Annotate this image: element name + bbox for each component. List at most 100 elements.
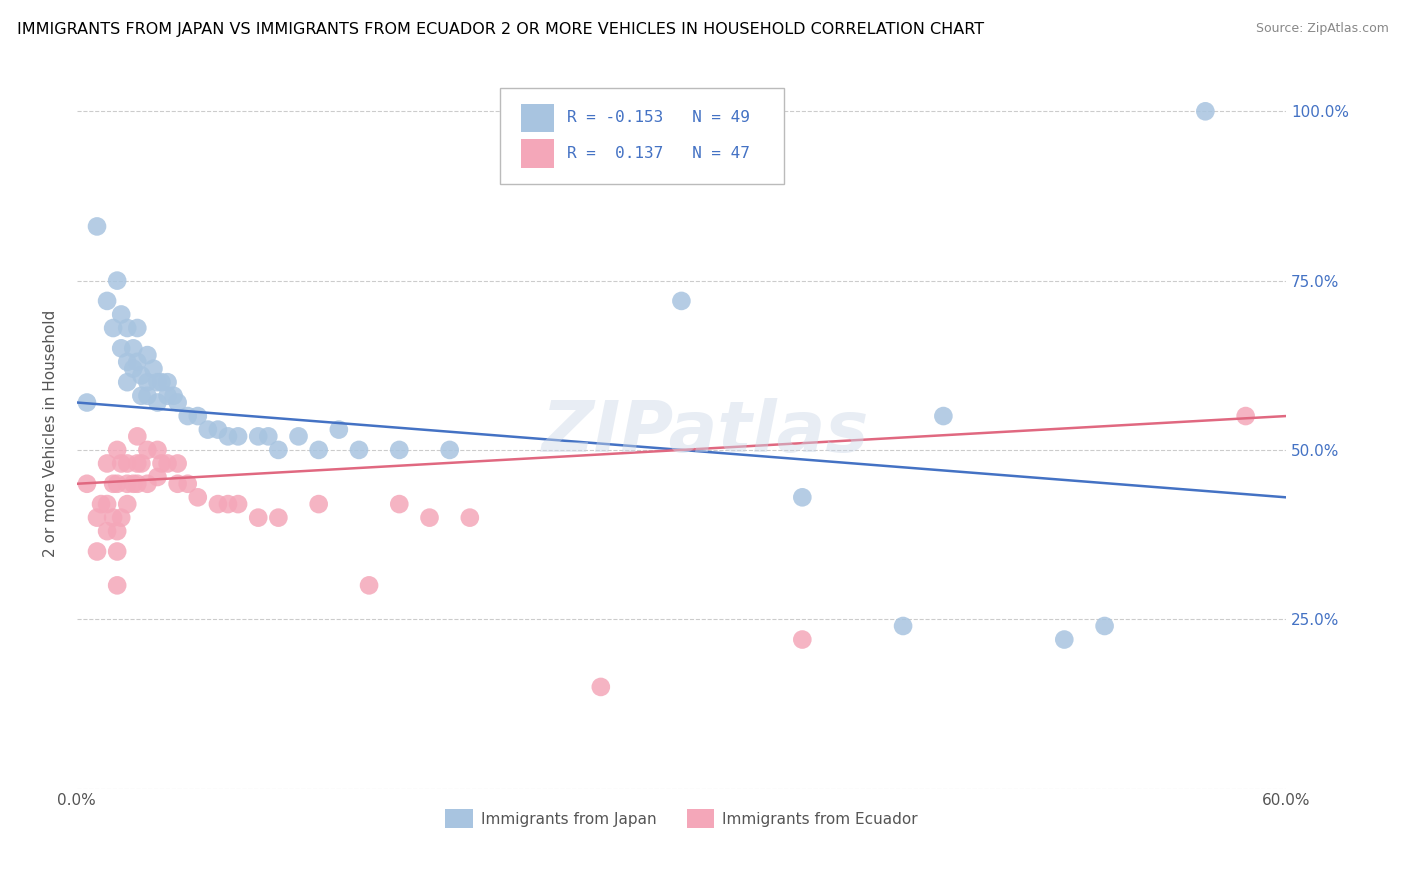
Point xyxy=(347,442,370,457)
Point xyxy=(226,429,249,443)
Legend: Immigrants from Japan, Immigrants from Ecuador: Immigrants from Japan, Immigrants from E… xyxy=(439,804,924,834)
Point xyxy=(287,429,309,443)
Point xyxy=(1234,409,1257,423)
FancyBboxPatch shape xyxy=(501,88,785,184)
Point xyxy=(439,442,461,457)
Point xyxy=(671,293,693,308)
Point xyxy=(110,342,132,356)
Point xyxy=(146,442,169,457)
Point xyxy=(136,375,159,389)
Point xyxy=(117,375,139,389)
Point xyxy=(127,476,149,491)
Point xyxy=(1094,619,1116,633)
Point xyxy=(247,510,270,524)
Point xyxy=(101,321,124,335)
Point xyxy=(86,510,108,524)
Point xyxy=(150,457,173,471)
Point xyxy=(101,476,124,491)
Point xyxy=(96,293,118,308)
Point xyxy=(117,355,139,369)
Point xyxy=(187,491,209,505)
Point xyxy=(267,442,290,457)
Bar xyxy=(520,139,554,168)
Point xyxy=(146,395,169,409)
Point xyxy=(105,544,128,558)
Point xyxy=(117,457,139,471)
Point xyxy=(156,389,179,403)
Text: Source: ZipAtlas.com: Source: ZipAtlas.com xyxy=(1256,22,1389,36)
Point xyxy=(110,457,132,471)
Text: R = -0.153   N = 49: R = -0.153 N = 49 xyxy=(567,111,749,126)
Point xyxy=(96,457,118,471)
Point xyxy=(117,497,139,511)
Point xyxy=(105,442,128,457)
Point xyxy=(308,497,330,511)
Point xyxy=(156,457,179,471)
Point xyxy=(131,389,153,403)
Point xyxy=(110,510,132,524)
Point xyxy=(105,524,128,538)
Point xyxy=(86,544,108,558)
Point xyxy=(105,476,128,491)
Point xyxy=(96,497,118,511)
Point xyxy=(131,457,153,471)
Point xyxy=(166,457,188,471)
Point xyxy=(96,524,118,538)
Point xyxy=(117,321,139,335)
Point xyxy=(207,497,229,511)
Point xyxy=(418,510,440,524)
Point xyxy=(136,442,159,457)
Text: IMMIGRANTS FROM JAPAN VS IMMIGRANTS FROM ECUADOR 2 OR MORE VEHICLES IN HOUSEHOLD: IMMIGRANTS FROM JAPAN VS IMMIGRANTS FROM… xyxy=(17,22,984,37)
Point xyxy=(131,368,153,383)
Point xyxy=(127,457,149,471)
Point xyxy=(122,361,145,376)
Text: ZIPatlas: ZIPatlas xyxy=(541,399,869,467)
Point xyxy=(162,389,184,403)
Point xyxy=(207,423,229,437)
Point xyxy=(1053,632,1076,647)
Point xyxy=(142,361,165,376)
Point xyxy=(388,497,411,511)
Point xyxy=(166,395,188,409)
Point xyxy=(136,389,159,403)
Point xyxy=(792,632,814,647)
Point xyxy=(122,476,145,491)
Y-axis label: 2 or more Vehicles in Household: 2 or more Vehicles in Household xyxy=(44,310,58,557)
Point xyxy=(101,510,124,524)
Point xyxy=(127,429,149,443)
Point xyxy=(90,497,112,511)
Point xyxy=(308,442,330,457)
Bar xyxy=(520,103,554,132)
Point xyxy=(177,476,200,491)
Point xyxy=(388,442,411,457)
Point xyxy=(122,342,145,356)
Point xyxy=(136,476,159,491)
Point xyxy=(932,409,955,423)
Point xyxy=(127,355,149,369)
Point xyxy=(146,375,169,389)
Point xyxy=(247,429,270,443)
Point xyxy=(257,429,280,443)
Point xyxy=(166,476,188,491)
Point xyxy=(117,476,139,491)
Point xyxy=(136,348,159,362)
Point xyxy=(187,409,209,423)
Point xyxy=(267,510,290,524)
Point xyxy=(357,578,380,592)
Point xyxy=(1194,104,1216,119)
Point xyxy=(110,308,132,322)
Point xyxy=(217,429,239,443)
Point xyxy=(156,375,179,389)
Point xyxy=(589,680,612,694)
Point xyxy=(150,375,173,389)
Point xyxy=(792,491,814,505)
Point xyxy=(76,395,98,409)
Point xyxy=(217,497,239,511)
Point xyxy=(105,578,128,592)
Point xyxy=(76,476,98,491)
Point xyxy=(458,510,481,524)
Point xyxy=(127,321,149,335)
Point xyxy=(105,274,128,288)
Point xyxy=(328,423,350,437)
Point xyxy=(86,219,108,234)
